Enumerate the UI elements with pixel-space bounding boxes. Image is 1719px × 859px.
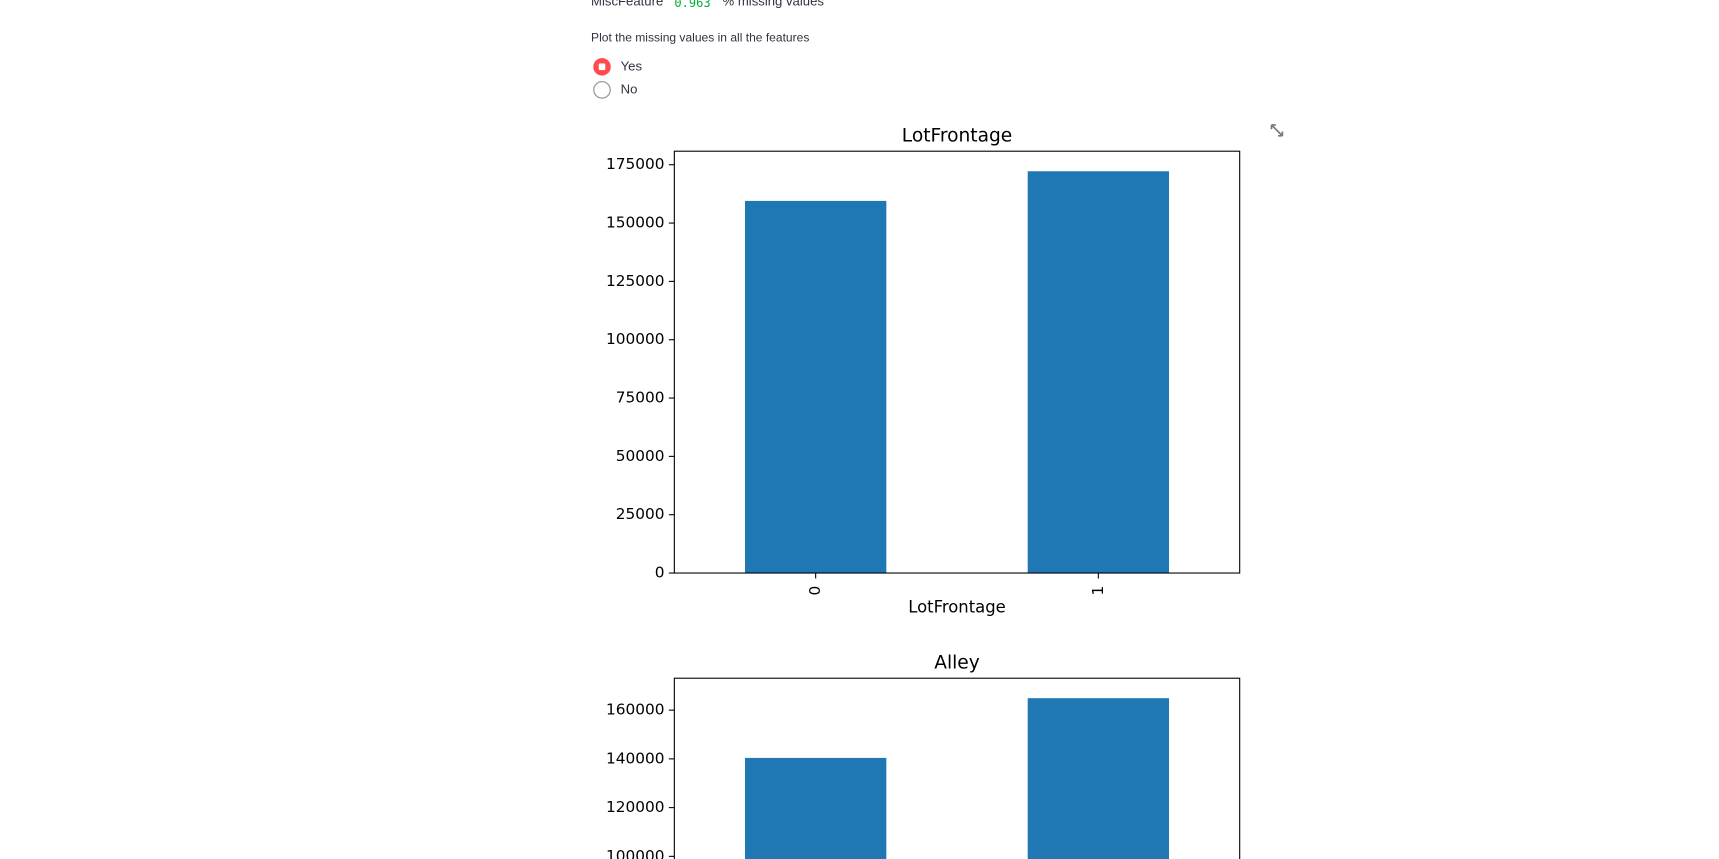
x-axis-label: LotFrontage <box>908 598 1005 617</box>
bar <box>1027 171 1170 574</box>
y-tick-label: 0 <box>655 564 665 582</box>
chart-title: LotFrontage <box>902 125 1012 146</box>
missing-value: 0.963 <box>674 0 710 10</box>
radio-yes[interactable]: Yes <box>593 58 642 76</box>
chart-title: Alley <box>934 652 980 673</box>
radio-prompt: Plot the missing values in all the featu… <box>591 31 809 45</box>
radio-label[interactable]: Yes <box>621 58 643 73</box>
y-tick-label: 75000 <box>616 389 665 407</box>
y-tick-label: 175000 <box>606 155 665 173</box>
radio-label[interactable]: No <box>621 81 638 96</box>
y-tick-label: 125000 <box>606 272 665 290</box>
axes-frame <box>673 677 1241 859</box>
expand-icon[interactable] <box>1270 124 1284 137</box>
expand-glyph[interactable] <box>1270 124 1284 137</box>
radio-button[interactable] <box>593 80 611 99</box>
y-tick-label: 160000 <box>606 701 665 719</box>
y-tick-label: 100000 <box>606 330 665 348</box>
y-tick-label: 120000 <box>606 798 665 816</box>
y-tick-label: 100000 <box>606 847 665 859</box>
radio-no[interactable]: No <box>593 80 638 99</box>
bar <box>1027 698 1170 859</box>
radio-dot <box>598 63 606 71</box>
feature-name: MiscFeature <box>591 0 663 9</box>
y-tick-label: 25000 <box>616 505 665 523</box>
y-tick-label: 50000 <box>616 447 665 465</box>
axes-frame <box>673 150 1241 574</box>
x-tick-label: 1 <box>1089 586 1107 596</box>
missing-suffix: % missing values <box>723 0 825 9</box>
y-tick-label: 150000 <box>606 214 665 232</box>
bar <box>745 200 887 574</box>
y-tick-label: 140000 <box>606 749 665 767</box>
bar <box>745 757 887 859</box>
x-tick-label: 0 <box>806 586 824 596</box>
